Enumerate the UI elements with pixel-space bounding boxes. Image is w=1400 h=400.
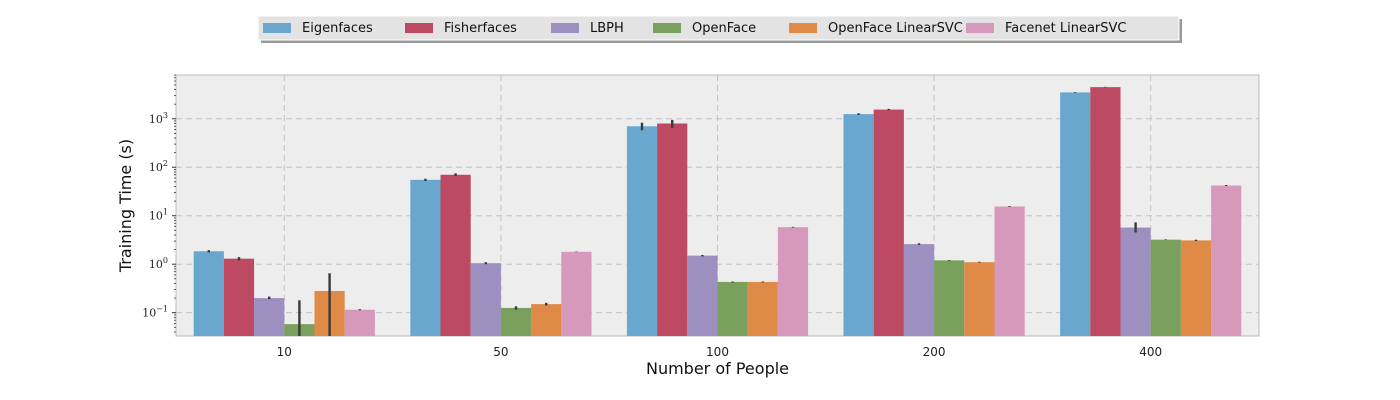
- y-axis-title: Training Time (s): [116, 139, 135, 273]
- x-tick-label: 10: [277, 345, 292, 359]
- bars: [193, 87, 1242, 337]
- x-tick-label: 200: [923, 345, 946, 359]
- bar: [843, 114, 874, 336]
- bar: [777, 227, 809, 336]
- x-axis: 10 50 100 200 400: [277, 345, 1162, 359]
- legend-swatch: [263, 23, 291, 33]
- y-tick-label: 10−1: [142, 305, 168, 320]
- bar: [223, 258, 255, 336]
- bar: [1150, 239, 1181, 336]
- x-tick-label: 400: [1139, 345, 1162, 359]
- legend-swatch: [551, 23, 579, 33]
- x-tick-label: 50: [493, 345, 508, 359]
- legend-label: OpenFace: [692, 21, 756, 36]
- bar: [500, 307, 532, 336]
- legend-swatch: [789, 23, 817, 33]
- bar: [193, 251, 224, 336]
- bar: [254, 298, 285, 336]
- error-bars: [207, 86, 1228, 336]
- legend-swatch: [966, 23, 994, 33]
- legend-label: Fisherfaces: [444, 21, 517, 36]
- y-tick-label: 101: [149, 208, 168, 223]
- legend-label: LBPH: [590, 21, 624, 36]
- x-tick-label: 100: [706, 345, 729, 359]
- bar: [964, 262, 995, 336]
- bar: [1090, 87, 1121, 337]
- bar: [344, 309, 375, 336]
- bar: [561, 251, 592, 336]
- legend-swatch: [653, 23, 681, 33]
- y-tick-label: 100: [149, 256, 168, 271]
- bar: [440, 174, 471, 336]
- bar: [1211, 185, 1242, 336]
- legend-label: OpenFace LinearSVC: [828, 21, 963, 36]
- legend-swatch: [405, 23, 433, 33]
- bar: [1180, 240, 1212, 336]
- bar: [1060, 92, 1091, 336]
- x-axis-title: Number of People: [646, 359, 789, 378]
- bar: [717, 281, 748, 336]
- bar: [626, 126, 658, 337]
- bar: [873, 109, 904, 336]
- y-tick-label: 103: [149, 111, 168, 126]
- bar: [903, 244, 935, 336]
- bar: [657, 123, 688, 337]
- legend: Eigenfaces Fisherfaces LBPH OpenFace OpenFac…: [257, 15, 1182, 43]
- legend-label: Eigenfaces: [302, 21, 373, 36]
- bar: [994, 206, 1025, 336]
- bar: [747, 281, 778, 336]
- bar: [410, 179, 441, 336]
- y-axis: 10−1 100 101 102 103: [142, 74, 176, 333]
- bar: [687, 255, 718, 336]
- bar: [934, 260, 965, 336]
- y-tick-label: 102: [149, 159, 168, 174]
- legend-label: Facenet LinearSVC: [1005, 21, 1127, 36]
- bar: [1120, 227, 1151, 336]
- bar: [470, 263, 501, 336]
- bar: [531, 304, 562, 336]
